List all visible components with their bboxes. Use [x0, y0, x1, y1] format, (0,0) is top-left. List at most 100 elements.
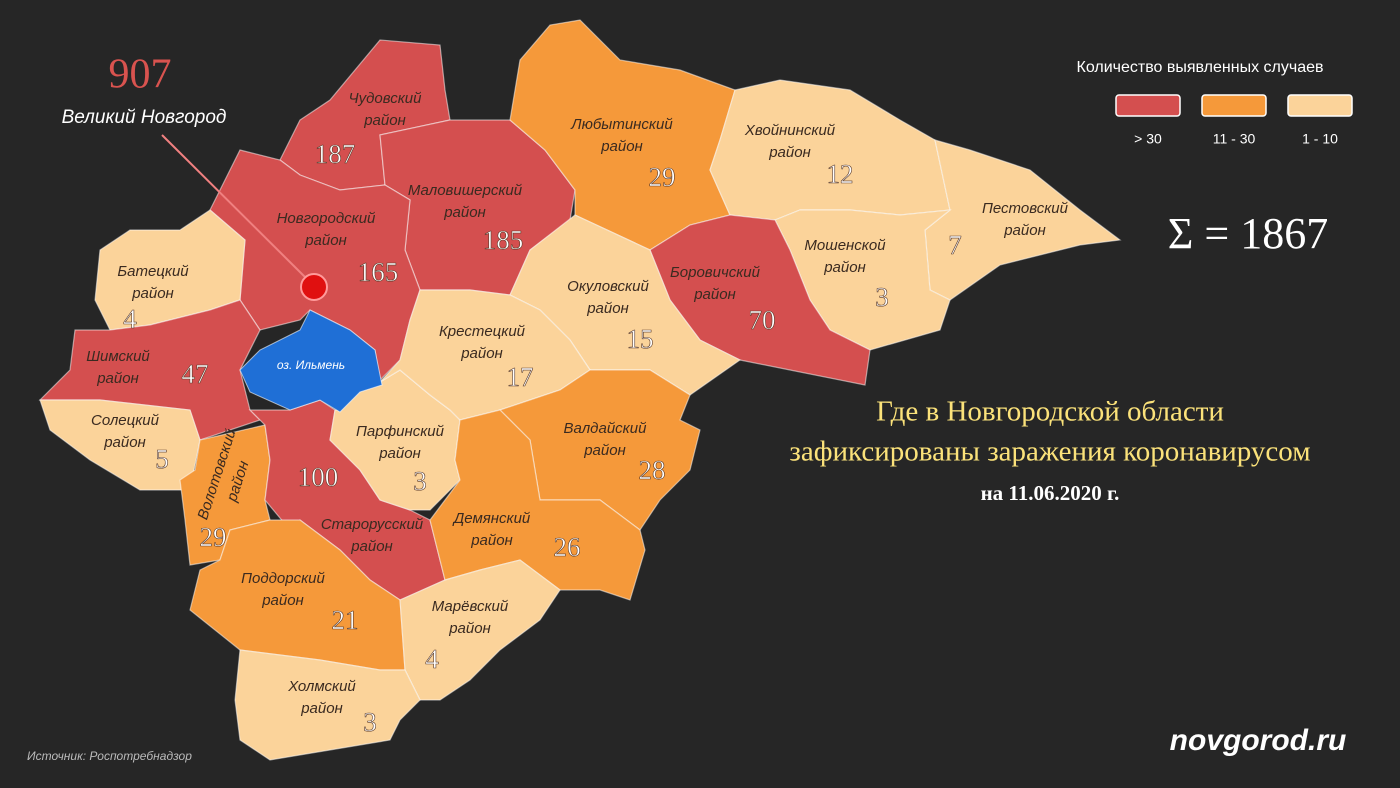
region-name-line: район [363, 112, 406, 129]
region-value: 4 [425, 644, 439, 674]
region-value: 4 [123, 304, 137, 334]
region-name-line: Пестовский [982, 200, 1069, 217]
region-name-line: Любытинский [570, 116, 673, 133]
region-name: Старорусский район [321, 516, 424, 555]
region-name-line: район [448, 620, 491, 637]
pointer-line [161, 134, 309, 281]
region-name-line: Новгородский [277, 210, 376, 227]
legend: > 30 11 - 30 1 - 10 [1115, 94, 1353, 147]
region-value: 28 [639, 455, 666, 485]
region-value: 29 [649, 162, 676, 192]
region-name: Хвойнинский район [744, 122, 836, 161]
legend-title: Количество выявленных случаев [1077, 59, 1324, 76]
region-name: Холмский район [287, 678, 356, 717]
region-name-line: район [460, 345, 503, 362]
region-value: 47 [182, 359, 209, 389]
region-name: Маловишерский район [408, 182, 523, 221]
region-name: Любытинский район [570, 116, 673, 155]
legend-swatch [1287, 94, 1353, 117]
region-name-line: Чудовский [348, 90, 422, 107]
region-name: Демянский район [452, 510, 531, 549]
region-name-line: район [443, 204, 486, 221]
legend-swatch [1201, 94, 1267, 117]
region-value: 7 [948, 230, 962, 260]
region-value: 26 [554, 532, 581, 562]
region-value: 12 [827, 159, 854, 189]
region-value: 3 [413, 466, 427, 496]
region-name: Мошенской район [804, 237, 886, 276]
region-name: Марёвский район [432, 598, 509, 637]
date: на 11.06.2020 г. [981, 481, 1120, 505]
region-name: Поддорский район [241, 570, 325, 609]
region-name-line: район [768, 144, 811, 161]
region-name-line: район [304, 232, 347, 249]
region-name: Батецкий район [117, 263, 189, 302]
region-value: 187 [315, 139, 356, 169]
total: Σ = 1867 [1168, 209, 1328, 258]
region-name-line: район [261, 592, 304, 609]
region-value: 5 [155, 444, 169, 474]
region-name-line: район [586, 300, 629, 317]
region-name-line: Марёвский [432, 598, 509, 615]
region-name-line: район [583, 442, 626, 459]
region-value: 185 [483, 225, 524, 255]
region-name: Новгородский район [277, 210, 376, 249]
legend-swatch [1115, 94, 1181, 117]
legend-label: 11 - 30 [1213, 131, 1256, 147]
region-name: Парфинский район [356, 423, 445, 462]
region-name-line: Солецкий [91, 412, 160, 429]
source: Источник: Роспотребнадзор [27, 749, 192, 763]
region-name-line: Холмский [287, 678, 356, 695]
region-name-line: район [300, 700, 343, 717]
lake-label: оз. Ильмень [277, 358, 345, 372]
region-name-line: Мошенской [804, 237, 886, 254]
region-labels: Чудовский район 187 Маловишерский район 185 Лю… [86, 90, 1069, 738]
city-name: Великий Новгород [62, 107, 227, 128]
region-value: 100 [298, 462, 339, 492]
region-name-line: Демянский [452, 510, 531, 527]
region-name-line: район [693, 286, 736, 303]
region-name-line: район [103, 434, 146, 451]
heading-line: Где в Новгородской области [876, 396, 1224, 428]
region-name-line: Окуловский [567, 278, 649, 295]
region-name-line: Шимский [86, 348, 150, 365]
region-name-line: Парфинский [356, 423, 445, 440]
region-name: Боровичский район [670, 264, 761, 303]
logo: novgorod.ru [1170, 724, 1347, 757]
region-name-line: Батецкий [117, 263, 189, 280]
region-name-line: район [378, 445, 421, 462]
region-name-line: район [823, 259, 866, 276]
region-name: Шимский район [86, 348, 150, 387]
region-name: Крестецкий район [439, 323, 526, 362]
region-name: Пестовский район [982, 200, 1069, 239]
city-dot [300, 273, 328, 301]
region [429, 409, 646, 601]
region-name-line: район [350, 538, 393, 555]
region-value: 29 [200, 522, 227, 552]
region-name-line: Боровичский [670, 264, 761, 281]
region-value: 70 [749, 305, 776, 335]
region-name-line: район [131, 285, 174, 302]
region-value: 15 [627, 324, 654, 354]
region-name: Солецкий район [91, 412, 160, 451]
region-name-line: Поддорский [241, 570, 325, 587]
regions [38, 19, 1122, 761]
region-value: 3 [363, 707, 377, 737]
region-name-line: район [470, 532, 513, 549]
region-name: Валдайский район [564, 420, 648, 459]
region-value: 17 [507, 362, 534, 392]
region-name-line: Валдайский [564, 420, 648, 437]
lake [239, 309, 383, 413]
legend-label: 1 - 10 [1302, 131, 1338, 147]
region-name-line: Старорусский [321, 516, 424, 533]
region-value: 21 [332, 605, 359, 635]
region-name-line: Крестецкий [439, 323, 526, 340]
region-value: 3 [875, 282, 889, 312]
region-value: 165 [358, 257, 399, 287]
region-name-line: Маловишерский [408, 182, 523, 199]
region-name-line: район [96, 370, 139, 387]
region-name-line: район [600, 138, 643, 155]
region-name: Чудовский район [348, 90, 422, 129]
region [234, 649, 421, 761]
